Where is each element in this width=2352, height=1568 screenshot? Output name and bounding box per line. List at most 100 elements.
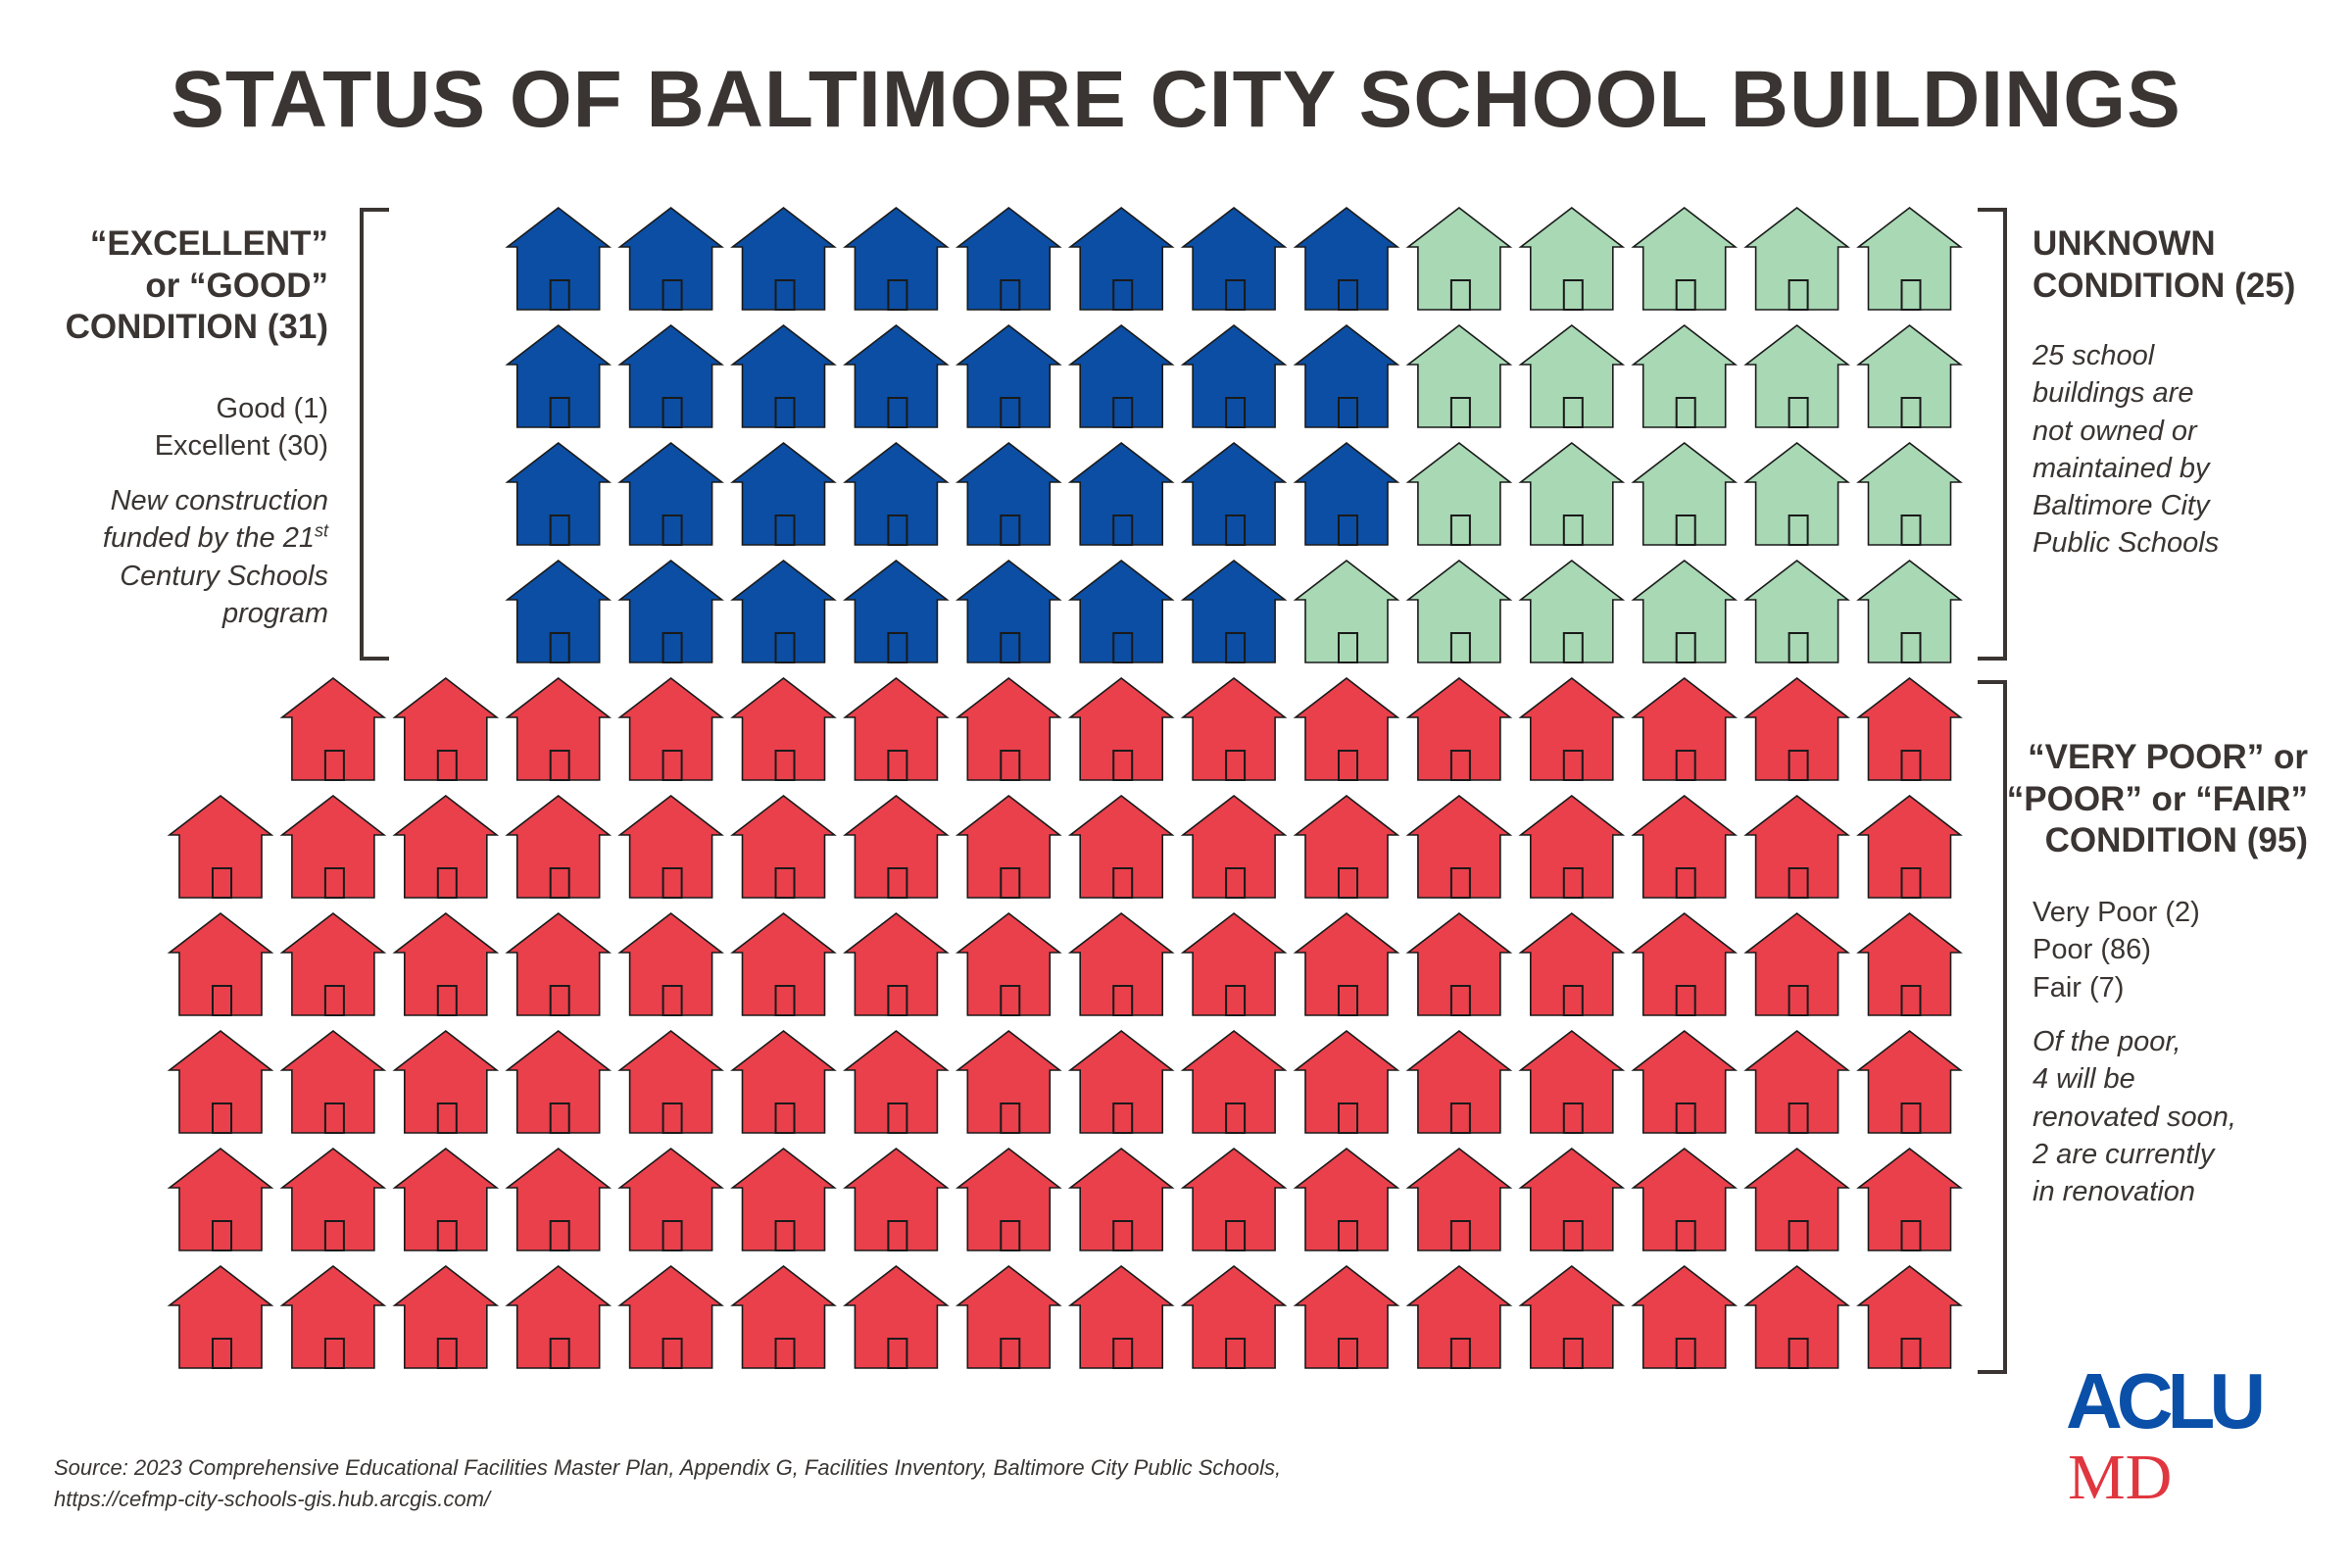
house-poor	[167, 1029, 274, 1134]
house-poor	[1180, 794, 1288, 899]
house-unknown	[1631, 206, 1739, 311]
house-poor	[505, 911, 612, 1016]
house-good	[730, 323, 837, 428]
house-poor	[730, 676, 837, 781]
house-poor	[1405, 911, 1513, 1016]
house-poor	[279, 911, 387, 1016]
house-poor	[617, 794, 724, 899]
house-poor	[279, 1264, 387, 1369]
house-poor	[1405, 1264, 1513, 1369]
house-poor	[1518, 676, 1626, 781]
house-poor	[1518, 1264, 1626, 1369]
house-poor	[1856, 1264, 1963, 1369]
house-unknown	[1743, 441, 1850, 546]
house-poor	[1405, 794, 1513, 899]
house-poor	[1518, 911, 1626, 1016]
house-poor	[1856, 911, 1963, 1016]
house-poor	[1180, 1264, 1288, 1369]
house-poor	[1856, 676, 1963, 781]
house-good	[730, 441, 837, 546]
bracket-unknown	[1978, 208, 2007, 661]
poor-heading: “VERY POOR” or “POOR” or “FAIR” CONDITIO…	[2006, 738, 2308, 860]
house-good	[1293, 323, 1400, 428]
house-poor	[392, 1029, 500, 1134]
good-breakdown: Good (1) Excellent (30)	[154, 393, 328, 463]
house-poor	[505, 1029, 612, 1134]
house-poor	[1293, 1264, 1400, 1369]
house-good	[843, 441, 950, 546]
house-poor	[617, 1029, 724, 1134]
house-poor	[1743, 676, 1850, 781]
house-poor	[1293, 794, 1400, 899]
house-unknown	[1856, 323, 1963, 428]
house-poor	[167, 1264, 274, 1369]
house-poor	[617, 1264, 724, 1369]
house-unknown	[1405, 323, 1513, 428]
house-poor	[392, 911, 500, 1016]
house-poor	[1743, 1264, 1850, 1369]
house-poor	[1293, 1029, 1400, 1134]
house-poor	[617, 911, 724, 1016]
source-note: Source: 2023 Comprehensive Educational F…	[54, 1455, 1282, 1511]
house-poor	[730, 794, 837, 899]
house-good	[1067, 206, 1175, 311]
house-poor	[505, 1147, 612, 1251]
house-poor	[1180, 1147, 1288, 1251]
house-poor	[843, 1264, 950, 1369]
house-poor	[1856, 1147, 1963, 1251]
house-poor	[1631, 1147, 1739, 1251]
house-poor	[279, 1147, 387, 1251]
house-unknown	[1856, 441, 1963, 546]
house-poor	[955, 1147, 1062, 1251]
house-good	[617, 206, 724, 311]
house-poor	[1518, 794, 1626, 899]
house-poor	[730, 911, 837, 1016]
house-good	[955, 206, 1062, 311]
house-poor	[505, 1264, 612, 1369]
house-unknown	[1856, 206, 1963, 311]
house-poor	[1856, 794, 1963, 899]
house-good	[843, 206, 950, 311]
house-poor	[955, 1029, 1062, 1134]
house-poor	[1180, 1029, 1288, 1134]
house-poor	[1405, 1147, 1513, 1251]
house-poor	[1293, 1147, 1400, 1251]
house-good	[955, 323, 1062, 428]
house-poor	[1293, 911, 1400, 1016]
house-poor	[955, 676, 1062, 781]
house-good	[955, 559, 1062, 663]
house-poor	[1405, 676, 1513, 781]
house-poor	[955, 1264, 1062, 1369]
pictograph	[167, 206, 1963, 1369]
house-poor	[1856, 1029, 1963, 1134]
house-good	[1067, 441, 1175, 546]
good-note: New construction funded by the 21st Cent…	[102, 485, 328, 629]
bracket-good	[360, 208, 389, 661]
house-unknown	[1518, 559, 1626, 663]
house-unknown	[1405, 206, 1513, 311]
house-poor	[1631, 676, 1739, 781]
house-unknown	[1405, 559, 1513, 663]
house-unknown	[1518, 323, 1626, 428]
house-good	[1067, 323, 1175, 428]
house-good	[730, 559, 837, 663]
house-poor	[730, 1147, 837, 1251]
house-poor	[1631, 1264, 1739, 1369]
house-good	[730, 206, 837, 311]
house-unknown	[1856, 559, 1963, 663]
house-unknown	[1743, 323, 1850, 428]
house-poor	[1743, 1029, 1850, 1134]
house-unknown	[1631, 559, 1739, 663]
unknown-note: 25 school buildings are not owned or mai…	[2033, 340, 2220, 560]
house-poor	[1631, 911, 1739, 1016]
house-good	[1067, 559, 1175, 663]
house-poor	[1067, 1264, 1175, 1369]
house-poor	[505, 794, 612, 899]
house-poor	[1067, 794, 1175, 899]
house-poor	[279, 794, 387, 899]
house-good	[617, 559, 724, 663]
house-poor	[392, 1264, 500, 1369]
house-poor	[843, 676, 950, 781]
house-poor	[1067, 1029, 1175, 1134]
house-unknown	[1631, 441, 1739, 546]
